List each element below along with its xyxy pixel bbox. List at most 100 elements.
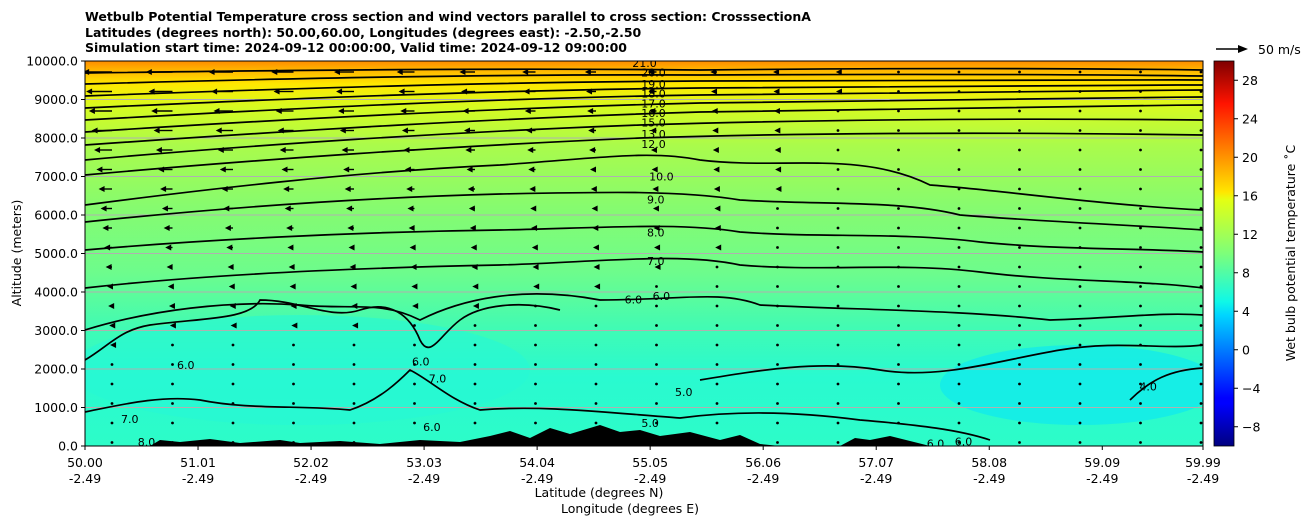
wind-vector xyxy=(650,127,657,134)
wind-vector xyxy=(169,322,176,329)
colorbar-tick-label: −4 xyxy=(1242,381,1260,396)
wind-vector xyxy=(655,304,658,308)
wind-vector xyxy=(155,147,173,153)
wind-vector xyxy=(338,108,354,114)
wind-vector xyxy=(407,205,415,212)
terrain-silhouette xyxy=(150,425,930,446)
contour-label: 7.0 xyxy=(121,413,139,426)
y-tick-label: 2000.0 xyxy=(34,362,78,377)
wind-vector xyxy=(957,109,961,113)
wind-vector xyxy=(100,205,112,212)
wind-vector xyxy=(465,147,475,153)
wind-vector xyxy=(957,168,961,171)
wind-vector xyxy=(469,225,476,231)
wind-vector xyxy=(461,88,475,95)
wind-vector xyxy=(836,226,840,230)
wind-vector xyxy=(957,402,961,405)
contour-label: 12.0 xyxy=(641,138,666,151)
x-tick-label-lat: 55.05 xyxy=(632,455,668,470)
wind-vector xyxy=(1078,285,1082,288)
wind-vector xyxy=(1139,304,1142,308)
wind-vector xyxy=(165,244,173,251)
wind-vector xyxy=(655,363,658,366)
wind-vector xyxy=(211,88,233,95)
wind-vector xyxy=(208,69,233,75)
wind-vector xyxy=(773,69,780,75)
wind-vector xyxy=(594,363,598,366)
wind-vector xyxy=(462,108,475,114)
wind-vector xyxy=(410,264,417,270)
wind-vector xyxy=(715,285,719,288)
wind-vector xyxy=(1018,207,1021,210)
contour-line xyxy=(85,132,1203,176)
wind-vector xyxy=(273,88,294,95)
wind-vector xyxy=(473,343,477,347)
wind-vector xyxy=(286,225,294,231)
wind-vector xyxy=(712,147,719,153)
wind-vector xyxy=(341,147,354,153)
quiver-key-arrowhead xyxy=(1238,45,1248,53)
wind-vector xyxy=(283,186,294,192)
wind-vector xyxy=(897,226,900,230)
wind-vector xyxy=(1078,402,1082,405)
wind-vector xyxy=(957,226,961,230)
wind-vector xyxy=(1199,382,1203,386)
wind-vector xyxy=(1018,265,1021,269)
wind-vector xyxy=(1018,382,1021,386)
wind-vector xyxy=(1139,363,1142,366)
wind-vector xyxy=(655,382,658,386)
wind-vector xyxy=(897,402,900,405)
wind-vector xyxy=(589,147,596,153)
contour-label: 6.0 xyxy=(955,435,973,448)
contour-line xyxy=(1129,367,1203,401)
x-tick-label-lon: -2.49 xyxy=(860,471,892,486)
wind-vector xyxy=(1139,226,1142,230)
wind-vector xyxy=(835,69,842,75)
wind-vector xyxy=(284,205,294,212)
wind-vector xyxy=(1018,402,1021,405)
wind-vector xyxy=(413,421,416,425)
wind-vector xyxy=(591,205,598,212)
wind-vector xyxy=(350,283,357,290)
wind-vector xyxy=(957,246,961,249)
wind-vector xyxy=(897,441,900,444)
wind-vector xyxy=(836,168,840,171)
wind-vector xyxy=(1078,421,1082,425)
y-tick-label: 6000.0 xyxy=(34,208,78,223)
wind-vector xyxy=(1139,70,1142,74)
wind-vector xyxy=(1078,363,1082,366)
wind-vector xyxy=(836,246,840,249)
wind-vector xyxy=(836,187,840,191)
wind-vector xyxy=(836,343,840,347)
contour-line xyxy=(699,344,1203,381)
wind-vector xyxy=(473,421,477,425)
wind-vector xyxy=(534,304,537,308)
wind-vector xyxy=(776,363,779,366)
colorbar-tick-label: −8 xyxy=(1242,419,1260,434)
wind-vector xyxy=(1199,90,1203,93)
wind-vector xyxy=(652,186,659,192)
wind-vector xyxy=(836,304,840,308)
wind-vector xyxy=(148,88,173,95)
wind-vector xyxy=(836,382,840,386)
wind-vector xyxy=(653,225,660,231)
wind-vector xyxy=(1139,285,1142,288)
wind-vector xyxy=(109,322,116,329)
wind-vector xyxy=(352,343,356,347)
wind-vector xyxy=(528,166,536,173)
wind-vector xyxy=(592,225,599,231)
wind-vector xyxy=(715,441,719,444)
wind-vector xyxy=(467,186,475,192)
wind-vector xyxy=(1139,148,1142,152)
wind-vector xyxy=(292,382,295,386)
wind-vector xyxy=(957,70,961,74)
wind-vector xyxy=(586,88,596,95)
wind-vector xyxy=(651,166,658,173)
wind-vector xyxy=(773,108,780,114)
wind-vector xyxy=(1078,187,1082,191)
wind-vector xyxy=(897,421,900,425)
wind-vector xyxy=(776,285,779,288)
contour-label: 5.0 xyxy=(675,386,693,399)
wind-vector xyxy=(594,304,598,308)
